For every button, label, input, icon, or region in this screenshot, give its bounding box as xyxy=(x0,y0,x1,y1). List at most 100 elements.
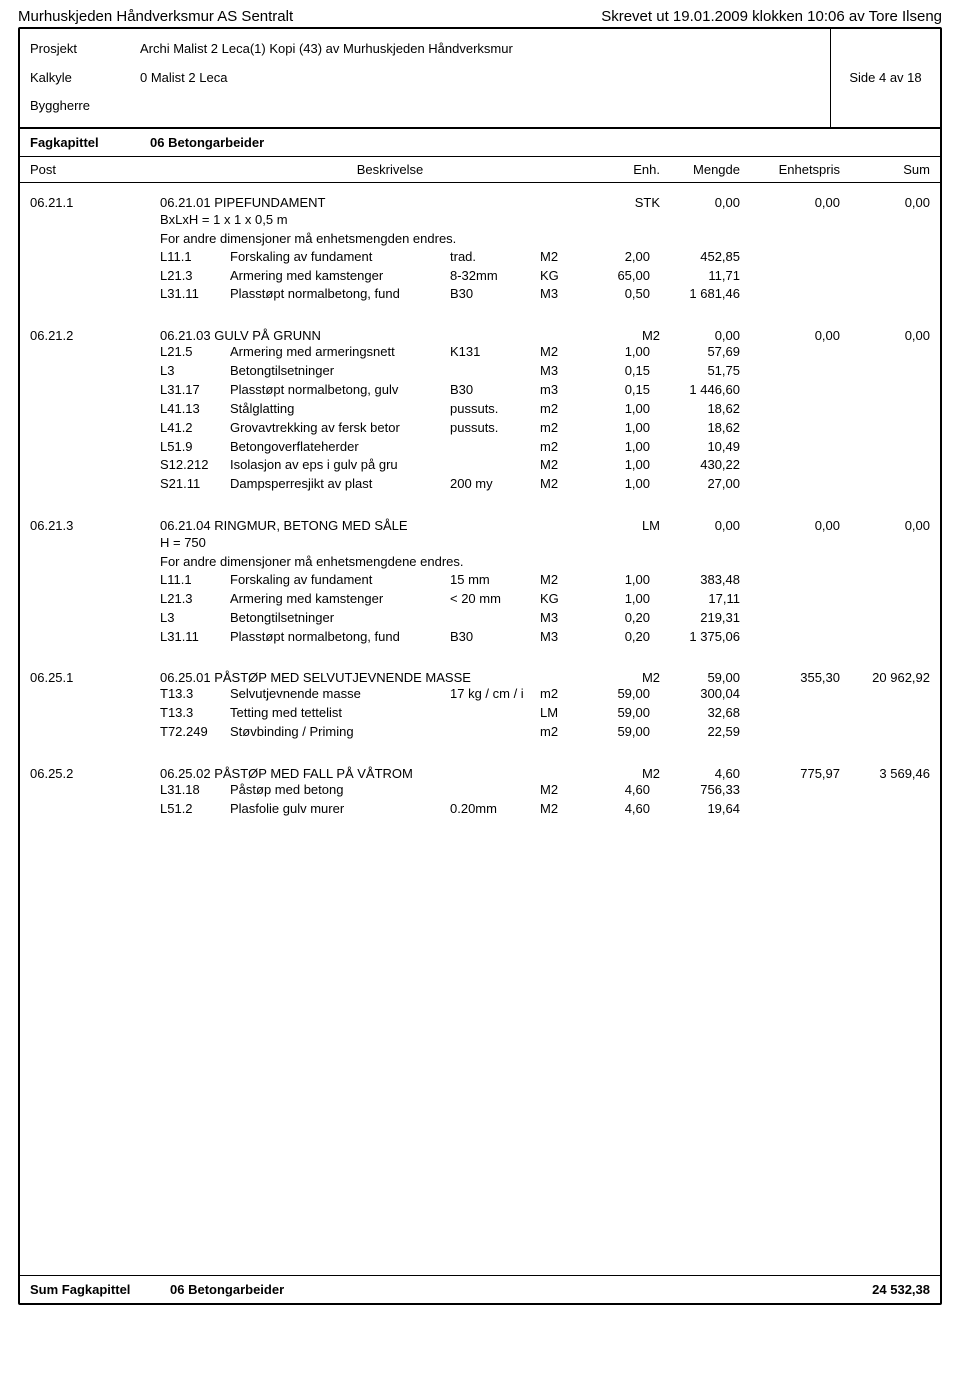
post-mengde: 0,00 xyxy=(660,195,740,210)
sub-mengde: 1,00 xyxy=(580,475,650,494)
sub-spec xyxy=(450,723,540,742)
sub-row: L41.2Grovavtrekking av fersk betorpussut… xyxy=(160,419,930,438)
print-info: Skrevet ut 19.01.2009 klokken 10:06 av T… xyxy=(601,8,942,25)
sub-desc: Armering med kamstenger xyxy=(230,590,450,609)
sub-code: S12.212 xyxy=(160,456,230,475)
info-section: Prosjekt Kalkyle Byggherre Archi Malist … xyxy=(20,29,940,129)
post-row: 06.25.206.25.02 PÅSTØP MED FALL PÅ VÅTRO… xyxy=(30,758,930,781)
post-pris: 355,30 xyxy=(740,670,840,685)
post-title: 06.21.01 PIPEFUNDAMENT xyxy=(160,195,610,210)
post-mengde: 0,00 xyxy=(660,328,740,343)
post-enh: LM xyxy=(610,518,660,533)
post-id: 06.21.3 xyxy=(30,518,160,533)
sub-pris: 452,85 xyxy=(650,248,740,267)
col-sum: Sum xyxy=(840,162,930,177)
sub-enh: M2 xyxy=(540,475,580,494)
sub-desc: Forskaling av fundament xyxy=(230,571,450,590)
post-pris: 0,00 xyxy=(740,195,840,210)
spacer xyxy=(20,845,940,1275)
sub-rows: L11.1Forskaling av fundament15 mmM21,003… xyxy=(160,571,930,662)
sub-mengde: 1,00 xyxy=(580,571,650,590)
post-enh: M2 xyxy=(610,670,660,685)
company-name: Murhuskjeden Håndverksmur AS Sentralt xyxy=(18,8,293,25)
sub-enh: M3 xyxy=(540,362,580,381)
sub-row: L3BetongtilsetningerM30,20219,31 xyxy=(160,609,930,628)
sub-desc: Isolasjon av eps i gulv på gru xyxy=(230,456,450,475)
sub-desc: Armering med kamstenger xyxy=(230,267,450,286)
sub-pris: 18,62 xyxy=(650,419,740,438)
sub-spec: B30 xyxy=(450,381,540,400)
post-sum: 0,00 xyxy=(840,328,930,343)
sub-spec: pussuts. xyxy=(450,400,540,419)
sub-code: L21.3 xyxy=(160,590,230,609)
sub-code: L3 xyxy=(160,609,230,628)
footer-sum: 24 532,38 xyxy=(840,1282,930,1297)
sub-desc: Selvutjevnende masse xyxy=(230,685,450,704)
post-id: 06.25.2 xyxy=(30,766,160,781)
post-pris: 0,00 xyxy=(740,328,840,343)
sub-desc: Plasstøpt normalbetong, gulv xyxy=(230,381,450,400)
kalkyle-label: Kalkyle xyxy=(30,64,130,93)
post-sum: 0,00 xyxy=(840,518,930,533)
sub-rows: L11.1Forskaling av fundamenttrad.M22,004… xyxy=(160,248,930,321)
sub-mengde: 2,00 xyxy=(580,248,650,267)
footer-title: 06 Betongarbeider xyxy=(170,1282,840,1297)
post-sum: 20 962,92 xyxy=(840,670,930,685)
sub-code: L3 xyxy=(160,362,230,381)
sub-row: L11.1Forskaling av fundament15 mmM21,003… xyxy=(160,571,930,590)
sub-enh: M2 xyxy=(540,571,580,590)
sub-mengde: 1,00 xyxy=(580,419,650,438)
sub-mengde: 4,60 xyxy=(580,781,650,800)
post-row: 06.21.106.21.01 PIPEFUNDAMENTSTK0,000,00… xyxy=(30,187,930,210)
sub-code: T13.3 xyxy=(160,704,230,723)
sub-spec: K131 xyxy=(450,343,540,362)
sub-rows: L31.18Påstøp med betongM24,60756,33L51.2… xyxy=(160,781,930,835)
prosjekt-label: Prosjekt xyxy=(30,35,130,64)
sub-desc: Armering med armeringsnett xyxy=(230,343,450,362)
sub-spec: pussuts. xyxy=(450,419,540,438)
post-enh: M2 xyxy=(610,766,660,781)
footer-row: Sum Fagkapittel 06 Betongarbeider 24 532… xyxy=(20,1275,940,1303)
sub-pris: 300,04 xyxy=(650,685,740,704)
sub-desc: Betongtilsetninger xyxy=(230,362,450,381)
sub-enh: m2 xyxy=(540,419,580,438)
sub-desc: Betongtilsetninger xyxy=(230,609,450,628)
sub-pris: 756,33 xyxy=(650,781,740,800)
post-row: 06.21.306.21.04 RINGMUR, BETONG MED SÅLE… xyxy=(30,510,930,533)
post-title: 06.25.01 PÅSTØP MED SELVUTJEVNENDE MASSE xyxy=(160,670,610,685)
sub-spec: 8-32mm xyxy=(450,267,540,286)
sub-desc: Plasstøpt normalbetong, fund xyxy=(230,628,450,647)
content-area: 06.21.106.21.01 PIPEFUNDAMENTSTK0,000,00… xyxy=(20,183,940,845)
sub-spec xyxy=(450,609,540,628)
fagkapittel-row: Fagkapittel 06 Betongarbeider xyxy=(20,129,940,157)
table-header: Post Beskrivelse Enh. Mengde Enhetspris … xyxy=(20,157,940,183)
sub-row: L31.17Plasstøpt normalbetong, gulvB30m30… xyxy=(160,381,930,400)
sub-code: T72.249 xyxy=(160,723,230,742)
sub-code: L31.17 xyxy=(160,381,230,400)
sub-pris: 22,59 xyxy=(650,723,740,742)
sub-desc: Forskaling av fundament xyxy=(230,248,450,267)
sub-enh: M3 xyxy=(540,628,580,647)
sub-pris: 219,31 xyxy=(650,609,740,628)
sub-spec: 17 kg / cm / i xyxy=(450,685,540,704)
page-header: Murhuskjeden Håndverksmur AS Sentralt Sk… xyxy=(18,8,942,25)
post-pris: 775,97 xyxy=(740,766,840,781)
info-labels: Prosjekt Kalkyle Byggherre xyxy=(20,29,140,127)
sub-enh: M2 xyxy=(540,248,580,267)
sub-mengde: 65,00 xyxy=(580,267,650,286)
sub-row: S12.212Isolasjon av eps i gulv på gruM21… xyxy=(160,456,930,475)
col-mengde: Mengde xyxy=(660,162,740,177)
sub-row: L21.3Armering med kamstenger< 20 mmKG1,0… xyxy=(160,590,930,609)
sub-rows: L21.5Armering med armeringsnettK131M21,0… xyxy=(160,343,930,510)
sub-spec xyxy=(450,704,540,723)
sub-mengde: 4,60 xyxy=(580,800,650,819)
sub-mengde: 1,00 xyxy=(580,343,650,362)
sub-mengde: 59,00 xyxy=(580,723,650,742)
sub-desc: Betongoverflateherder xyxy=(230,438,450,457)
sub-row: T13.3Tetting med tettelistLM59,0032,68 xyxy=(160,704,930,723)
sub-enh: M3 xyxy=(540,609,580,628)
sub-row: L31.18Påstøp med betongM24,60756,33 xyxy=(160,781,930,800)
sub-code: L41.13 xyxy=(160,400,230,419)
sub-row: T13.3Selvutjevnende masse17 kg / cm / im… xyxy=(160,685,930,704)
sub-enh: M2 xyxy=(540,800,580,819)
